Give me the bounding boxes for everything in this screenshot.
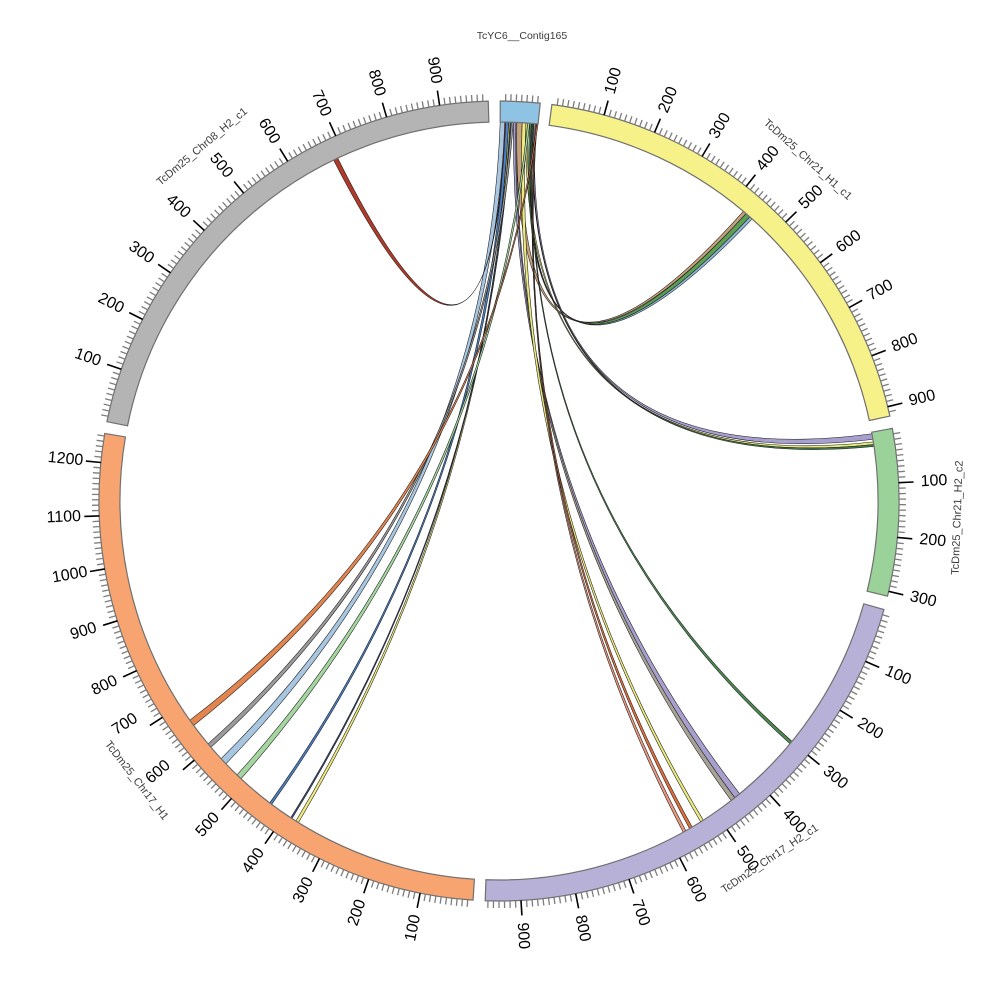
svg-text:100: 100 (920, 472, 948, 490)
svg-text:100: 100 (602, 66, 625, 96)
svg-text:900: 900 (424, 56, 445, 85)
svg-text:TcYC6__Contig165: TcYC6__Contig165 (477, 30, 568, 42)
svg-text:800: 800 (365, 68, 389, 98)
svg-text:100: 100 (402, 913, 424, 943)
svg-text:900: 900 (907, 387, 937, 410)
svg-text:300: 300 (908, 588, 938, 611)
svg-text:1200: 1200 (47, 449, 84, 469)
svg-text:800: 800 (572, 914, 594, 944)
svg-text:1000: 1000 (51, 564, 89, 587)
svg-text:900: 900 (514, 922, 532, 950)
svg-text:200: 200 (919, 531, 947, 550)
svg-text:TcDm25_Chr21_H2_c2: TcDm25_Chr21_H2_c2 (950, 460, 966, 575)
svg-text:1100: 1100 (46, 508, 81, 526)
